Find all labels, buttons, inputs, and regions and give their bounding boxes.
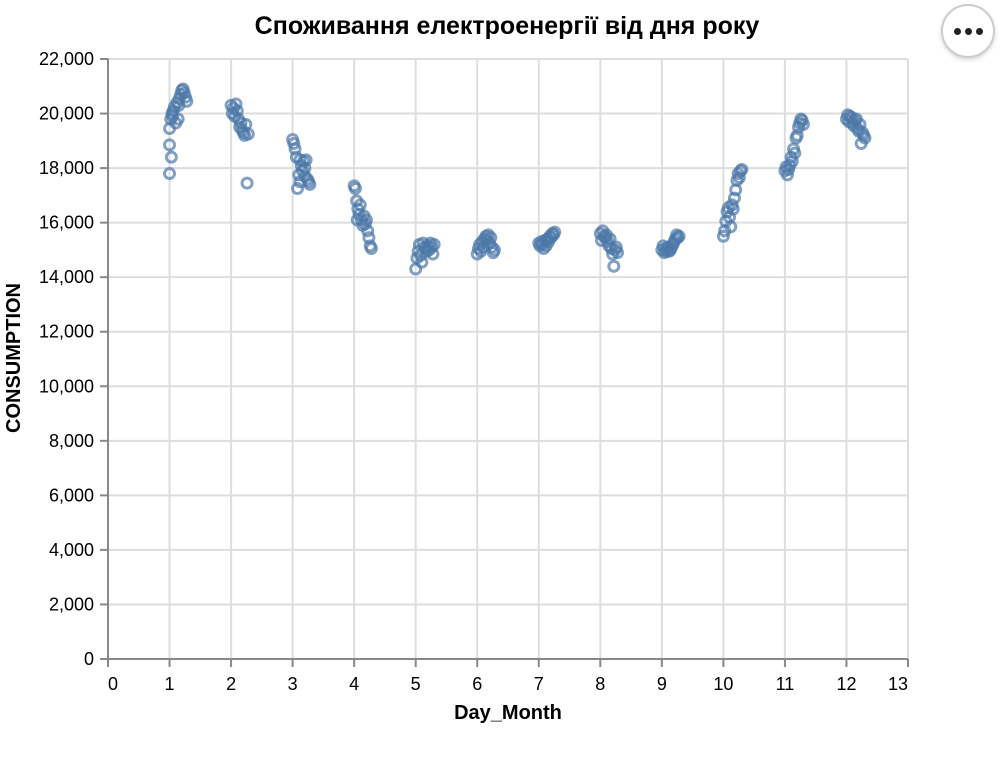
y-tick-label: 8,000 [49, 431, 94, 451]
data-point [288, 142, 302, 156]
data-point [230, 104, 244, 118]
data-point [611, 246, 625, 260]
data-point [293, 175, 307, 189]
dot-icon [975, 27, 983, 35]
data-point [172, 98, 186, 112]
x-tick-label: 11 [776, 674, 795, 694]
x-tick-label: 6 [472, 674, 482, 694]
y-tick-label: 22,000 [39, 49, 94, 69]
data-point [241, 127, 255, 141]
x-tick-label: 4 [349, 674, 359, 694]
data-point [672, 229, 686, 243]
x-tick-label: 1 [165, 674, 175, 694]
y-tick-label: 0 [84, 649, 94, 669]
y-tick-label: 10,000 [39, 376, 94, 396]
data-point [790, 128, 804, 142]
x-tick-label: 8 [595, 674, 605, 694]
data-point [163, 167, 177, 181]
y-tick-label: 4,000 [49, 540, 94, 560]
data-point [240, 176, 254, 190]
data-point [796, 117, 810, 131]
x-tick-label: 2 [226, 674, 236, 694]
x-axis-title: Day_Month [454, 702, 562, 724]
y-tick-label: 14,000 [39, 267, 94, 287]
chart-title: Споживання електроенергії від дня року [255, 12, 760, 40]
x-tick-label: 7 [534, 674, 544, 694]
data-point [487, 243, 501, 257]
x-tick-label: 0 [108, 674, 118, 694]
data-point [350, 213, 364, 227]
data-point [609, 240, 623, 254]
y-tick-label: 12,000 [39, 322, 94, 342]
data-point [364, 242, 378, 256]
data-point [348, 182, 362, 196]
y-tick-label: 20,000 [39, 104, 94, 124]
data-point [353, 198, 367, 212]
data-point [299, 153, 313, 167]
y-tick-label: 2,000 [49, 594, 94, 614]
y-tick-label: 18,000 [39, 158, 94, 178]
data-point [735, 162, 749, 176]
x-tick-label: 3 [288, 674, 298, 694]
x-tick-label: 10 [713, 674, 733, 694]
x-tick-label: 9 [657, 674, 667, 694]
data-point [724, 220, 738, 234]
x-tick-label: 13 [888, 674, 908, 694]
x-tick-label: 12 [836, 674, 856, 694]
data-point [727, 191, 741, 205]
dot-icon [953, 27, 961, 35]
data-point [229, 97, 243, 111]
data-point [291, 182, 305, 196]
data-point [858, 131, 872, 145]
axes: 0 1 2 3 4 5 6 7 8 9 10 11 12 1302,0004,0006,0008,0001… [39, 49, 909, 694]
x-tick-label: 5 [411, 674, 421, 694]
data-point [548, 225, 562, 239]
y-axis-title: CONSUMPTION [3, 283, 25, 433]
data-point [427, 237, 441, 251]
y-tick-label: 16,000 [39, 213, 94, 233]
data-point [298, 161, 312, 175]
data-point [287, 137, 301, 151]
data-point [716, 229, 730, 243]
data-point [166, 109, 180, 123]
data-point [788, 146, 802, 160]
data-point [607, 259, 621, 273]
data-point [415, 255, 429, 269]
dot-icon [964, 27, 972, 35]
actions-menu-button[interactable] [941, 4, 995, 58]
data-point [164, 150, 178, 164]
data-point [361, 224, 375, 238]
y-tick-label: 6,000 [49, 485, 94, 505]
data-points [163, 82, 872, 276]
data-point [163, 138, 177, 152]
